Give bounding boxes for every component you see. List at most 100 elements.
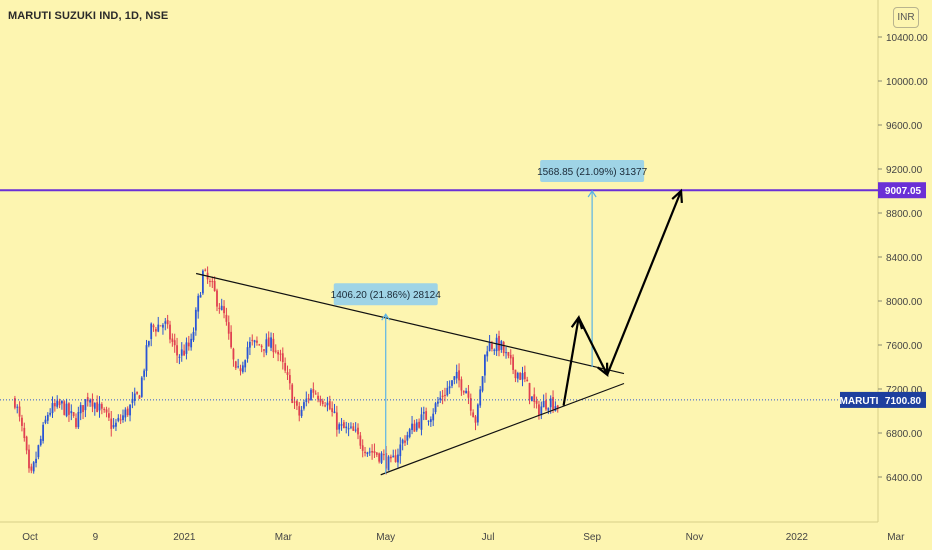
candle-body — [286, 372, 289, 375]
horizontal-line-tag: 9007.05 — [885, 186, 922, 197]
candle-body — [432, 413, 435, 421]
candle-body — [124, 409, 127, 418]
candle-body — [192, 331, 195, 341]
candle-body — [86, 397, 89, 402]
y-tick-label: 8400.00 — [886, 253, 923, 264]
candle-body — [213, 280, 216, 291]
candle-body — [521, 373, 524, 380]
candle-body — [204, 269, 207, 271]
candle-body — [199, 295, 202, 298]
candle-body — [248, 341, 251, 348]
candle-body — [411, 423, 413, 430]
candle-body — [145, 345, 148, 371]
candle-body — [366, 452, 369, 455]
candle-body — [140, 377, 143, 397]
candle-body — [223, 306, 225, 314]
candle-body — [260, 345, 263, 348]
candle-body — [352, 426, 355, 431]
symbol-tag: MARUTI — [840, 396, 879, 407]
measure-arrowhead — [381, 313, 391, 321]
candle-body — [429, 419, 432, 422]
candle-body — [488, 342, 491, 352]
candle-body — [328, 401, 331, 410]
candle-body — [110, 418, 113, 429]
candle-body — [455, 371, 458, 379]
candle-body — [180, 349, 183, 356]
candle-body — [326, 402, 329, 406]
candle-body — [185, 342, 188, 354]
candle-body — [519, 372, 522, 380]
candle-body — [453, 376, 456, 380]
candle-body — [552, 397, 554, 410]
candle-body — [251, 339, 254, 341]
candle-body — [357, 427, 359, 435]
candle-body — [51, 403, 54, 414]
candle-body — [392, 455, 395, 458]
y-tick-label: 6400.00 — [886, 473, 923, 484]
candle-body — [312, 389, 315, 393]
candle-body — [171, 338, 174, 342]
triangle-trendline — [195, 272, 625, 375]
candle-body — [176, 345, 178, 356]
candle-body — [263, 349, 265, 351]
horizontal-line-tag-bg — [878, 182, 926, 199]
candle-body — [399, 444, 402, 457]
candle-body — [211, 281, 214, 283]
candle-body — [129, 404, 131, 416]
candle-body — [436, 401, 439, 404]
y-tick-label: 7200.00 — [886, 385, 923, 396]
y-tick-label: 7600.00 — [886, 341, 923, 352]
measure-arrowhead — [587, 189, 597, 198]
candle-body — [150, 323, 153, 340]
projection-leg — [562, 317, 580, 406]
candle-body — [157, 324, 160, 332]
candle-body — [368, 451, 371, 453]
candle-body — [173, 340, 176, 346]
candle-body — [434, 403, 437, 413]
candle-body — [103, 409, 106, 411]
candle-body — [159, 325, 162, 327]
candle-body — [23, 427, 26, 439]
measure-label: 1568.85 (21.09%) 31377 — [537, 167, 648, 178]
candle-body — [93, 403, 96, 409]
candle-body — [335, 412, 338, 430]
candle-body — [533, 394, 536, 402]
candle-body — [209, 281, 211, 283]
candle-body — [427, 420, 430, 422]
candle-body — [345, 426, 348, 429]
candle-body — [253, 340, 256, 343]
candle-body — [190, 338, 193, 348]
candle-body — [162, 324, 164, 328]
x-tick-label: 2021 — [173, 532, 196, 543]
candle-body — [49, 412, 52, 415]
projection-arrowhead — [671, 188, 683, 204]
candle-body — [216, 290, 218, 307]
x-tick-label: Mar — [887, 532, 905, 543]
candle-body — [143, 370, 146, 377]
candle-body — [538, 404, 540, 416]
candle-body — [119, 419, 122, 421]
currency-button[interactable]: INR — [893, 7, 919, 28]
candle-body — [246, 347, 249, 359]
candle-body — [178, 356, 181, 358]
y-tick-label: 6800.00 — [886, 429, 923, 440]
candle-body — [72, 412, 75, 416]
candle-body — [458, 370, 460, 381]
candle-body — [382, 454, 385, 456]
candle-body — [58, 401, 61, 406]
candle-body — [197, 295, 200, 312]
candle-body — [136, 391, 138, 394]
candle-body — [68, 403, 70, 415]
candle-body — [65, 403, 68, 417]
candle-body — [375, 452, 378, 455]
candle-body — [413, 423, 416, 432]
candle-body — [389, 456, 392, 459]
candle-body — [549, 398, 552, 408]
candle-body — [439, 397, 442, 400]
candle-body — [321, 400, 324, 405]
candle-body — [378, 453, 381, 462]
candle-body — [474, 416, 477, 423]
candle-body — [298, 406, 301, 416]
candle-body — [469, 397, 472, 411]
